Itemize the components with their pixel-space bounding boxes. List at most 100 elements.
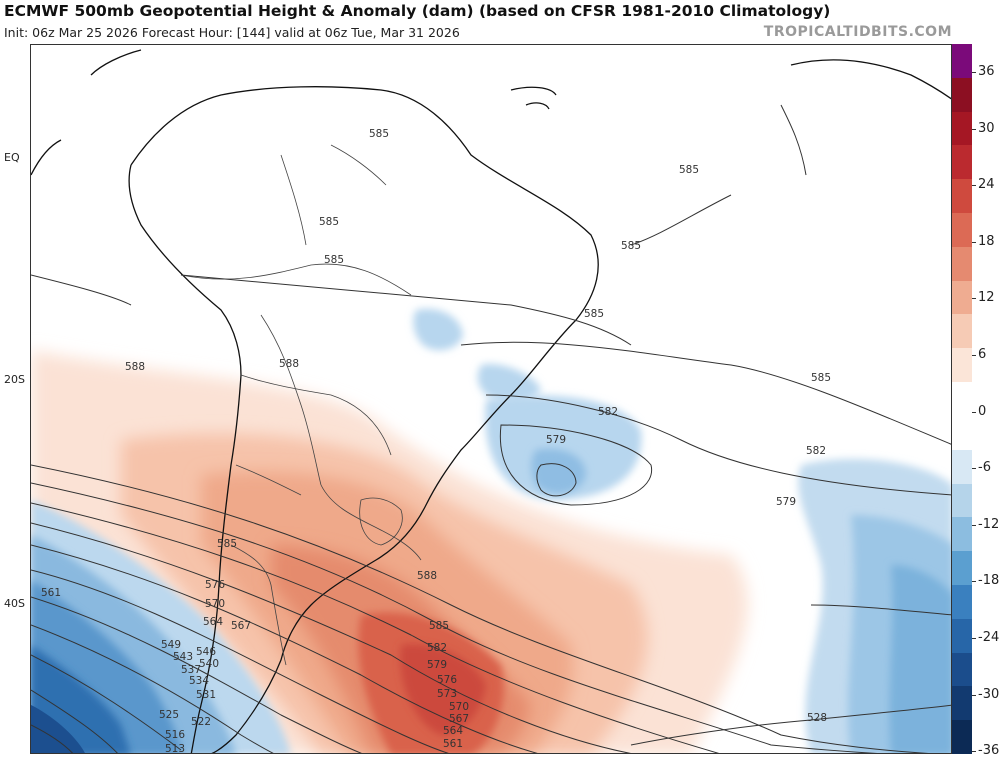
contour-label: 570 xyxy=(205,598,225,610)
colorbar-segment xyxy=(952,720,972,755)
contour-label: 543 xyxy=(173,651,193,663)
colorbar-segment xyxy=(952,551,972,586)
colorbar-segment xyxy=(952,415,972,451)
contour-label: 534 xyxy=(189,675,209,687)
contour-label: 522 xyxy=(191,716,211,728)
contour-label: 585 xyxy=(319,216,339,228)
colorbar-segment xyxy=(952,213,972,248)
colorbar-tick xyxy=(972,241,976,243)
contour-label: 570 xyxy=(449,701,469,713)
colorbar-tick-label: -18 xyxy=(978,573,1000,589)
contour-label: 576 xyxy=(205,579,225,591)
contour-label: 585 xyxy=(369,128,389,140)
colorbar-segment xyxy=(952,280,972,315)
colorbar-tick-label: 18 xyxy=(978,233,995,249)
colorbar-tick xyxy=(972,524,976,526)
contour-label: 585 xyxy=(429,620,449,632)
colorbar-segment xyxy=(952,111,972,146)
colorbar-segment xyxy=(952,348,972,383)
contour-label: 576 xyxy=(437,674,457,686)
colorbar-tick xyxy=(972,185,976,187)
colorbar-segment xyxy=(952,44,972,79)
contour-label: 585 xyxy=(584,308,604,320)
colorbar-segment xyxy=(952,246,972,282)
colorbar-tick xyxy=(972,411,976,413)
colorbar-segment xyxy=(952,686,972,721)
colorbar-segment xyxy=(952,449,972,484)
contour-label: 585 xyxy=(811,372,831,384)
contour-label: 531 xyxy=(196,689,216,701)
brand-watermark: TROPICALTIDBITS.COM xyxy=(763,24,952,40)
colorbar-segment xyxy=(952,382,972,417)
contour-label: 561 xyxy=(443,738,463,750)
lat-label-eq: EQ xyxy=(4,151,20,164)
contour-label: 567 xyxy=(231,620,251,632)
colorbar-tick xyxy=(972,298,976,300)
colorbar-tick xyxy=(972,638,976,639)
colorbar-tick-label: 30 xyxy=(978,120,995,136)
colorbar-tick-label: -6 xyxy=(978,460,991,476)
colorbar-tick-label: -30 xyxy=(978,686,1000,702)
colorbar-tick xyxy=(972,72,976,73)
colorbar-tick xyxy=(972,355,976,356)
contour-label: 588 xyxy=(417,570,437,582)
colorbar-tick xyxy=(972,751,976,753)
colorbar-segment xyxy=(952,77,972,113)
contour-label: 588 xyxy=(279,358,299,370)
lat-label-40s: 40S xyxy=(4,597,25,610)
anomaly-colorbar xyxy=(952,44,972,755)
colorbar-tick-label: 36 xyxy=(978,64,995,79)
contour-label: 537 xyxy=(181,664,201,676)
colorbar-segment xyxy=(952,618,972,654)
map-panel: 585 585 585 585 585 585 588 588 585 582 … xyxy=(30,44,952,754)
colorbar-tick-label: 24 xyxy=(978,177,995,193)
colorbar-segment xyxy=(952,483,972,518)
contour-label: 579 xyxy=(776,496,796,508)
colorbar-segment xyxy=(952,179,972,214)
contour-label: 585 xyxy=(679,164,699,176)
contour-label: 585 xyxy=(217,538,237,550)
chart-title: ECMWF 500mb Geopotential Height & Anomal… xyxy=(4,2,831,20)
contour-label: 516 xyxy=(165,729,185,741)
colorbar-segment xyxy=(952,517,972,552)
contour-label: 588 xyxy=(125,361,145,373)
contour-label: 564 xyxy=(203,616,223,628)
chart-subtitle: Init: 06z Mar 25 2026 Forecast Hour: [14… xyxy=(4,25,460,40)
contour-label: 579 xyxy=(427,659,447,671)
contour-label: 540 xyxy=(199,658,219,670)
contour-label: 513 xyxy=(165,743,185,754)
colorbar-tick-label: -12 xyxy=(978,516,1000,532)
contour-label: 528 xyxy=(807,712,827,724)
height-contours xyxy=(31,104,951,753)
colorbar-tick xyxy=(972,468,976,470)
colorbar-tick-label: -24 xyxy=(978,630,1000,645)
colorbar-tick xyxy=(972,694,976,696)
colorbar-tick-label: 6 xyxy=(978,347,987,362)
colorbar-tick xyxy=(972,581,976,583)
colorbar-segment xyxy=(952,584,972,620)
colorbar-segment xyxy=(952,314,972,349)
contour-label: 585 xyxy=(324,254,344,266)
colorbar-tick-label: -36 xyxy=(978,743,1000,758)
map-svg: 585 585 585 585 585 585 588 588 585 582 … xyxy=(31,49,951,754)
colorbar-tick-label: 0 xyxy=(978,403,987,419)
contour-label: 567 xyxy=(449,713,469,725)
contour-label: 585 xyxy=(621,240,641,252)
contour-label: 582 xyxy=(806,445,826,457)
contour-label: 579 xyxy=(546,434,566,446)
negative-anomaly-shading xyxy=(31,308,951,753)
lat-label-20s: 20S xyxy=(4,373,25,386)
colorbar-tick xyxy=(972,128,976,130)
colorbar-segment xyxy=(952,652,972,687)
colorbar-tick-label: 12 xyxy=(978,290,995,306)
contour-label: 546 xyxy=(196,646,216,658)
contour-label: 561 xyxy=(41,587,61,599)
contour-label: 549 xyxy=(161,639,181,651)
contour-label: 564 xyxy=(443,725,463,737)
contour-labels: 585 585 585 585 585 585 588 588 585 582 … xyxy=(41,128,831,754)
contour-label: 582 xyxy=(598,406,618,418)
contour-label: 573 xyxy=(437,688,457,700)
colorbar-segment xyxy=(952,145,972,180)
contour-label: 582 xyxy=(427,642,447,654)
contour-label: 525 xyxy=(159,709,179,721)
